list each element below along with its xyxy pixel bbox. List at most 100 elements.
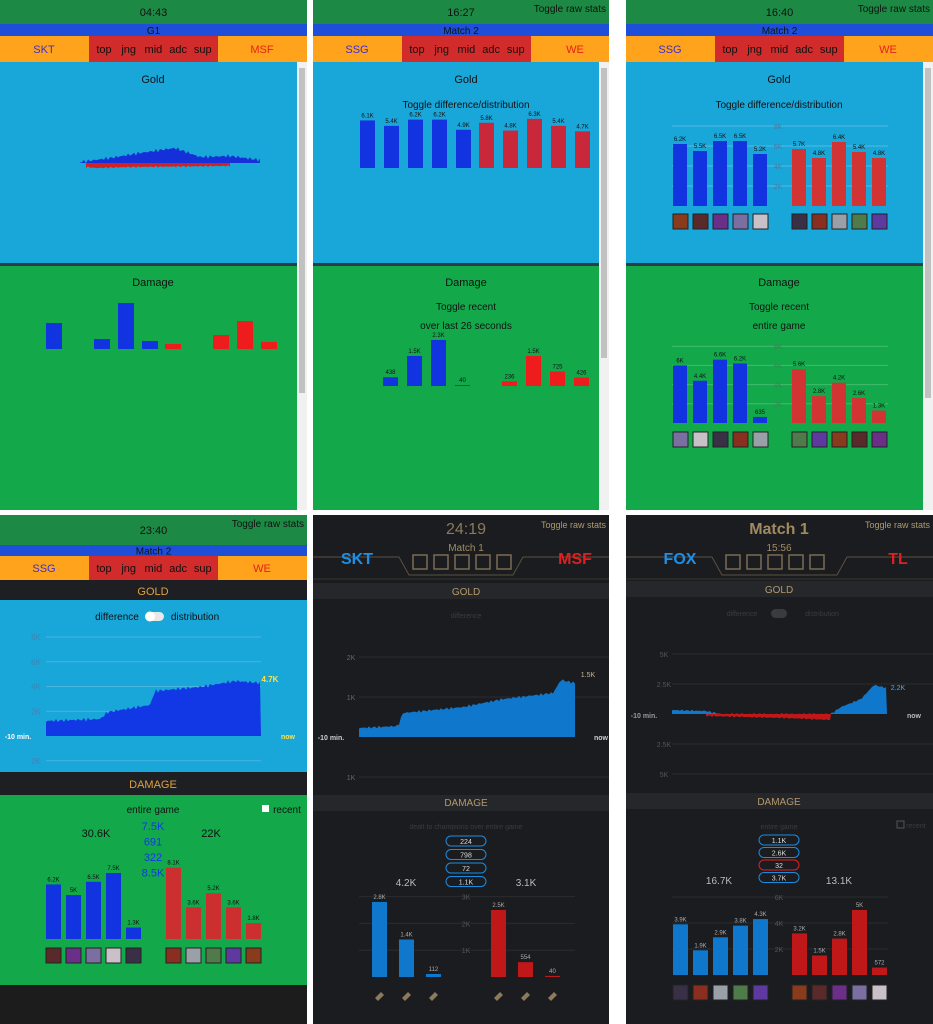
bar xyxy=(213,335,229,349)
toggle[interactable]: Toggle raw stats xyxy=(858,4,930,15)
bar xyxy=(166,867,181,939)
champion-icon xyxy=(185,947,202,964)
time-bar xyxy=(0,515,307,545)
difference-pill xyxy=(758,847,800,858)
recent-checkbox[interactable] xyxy=(896,820,905,829)
period: over last 26 seconds xyxy=(420,321,512,332)
value-labels: 5.2K xyxy=(754,147,766,153)
value-labels: 3.8K xyxy=(734,919,746,925)
page-bottom xyxy=(0,985,307,1024)
match: G1 xyxy=(147,26,161,37)
roles: sup xyxy=(194,44,212,56)
scrollbar-thumb xyxy=(299,68,305,393)
value-labels: 1.5K xyxy=(813,949,825,955)
left-label: difference xyxy=(451,613,482,620)
value-labels: 5.4K xyxy=(385,119,397,125)
value-labels: 5.5K xyxy=(694,144,706,150)
toggle[interactable]: Toggle recent xyxy=(436,302,496,313)
role-icon xyxy=(454,554,470,570)
champion-icon xyxy=(831,431,848,448)
toggle[interactable]: Toggle recent xyxy=(749,302,809,313)
right-total: 13.1K xyxy=(826,876,852,887)
role-icon xyxy=(746,554,762,570)
diffs: 7.5K xyxy=(142,821,165,833)
period: entire game xyxy=(127,805,180,816)
value-labels: 6.2K xyxy=(674,137,686,143)
label: 8K xyxy=(31,633,41,642)
recent[interactable]: recent xyxy=(906,823,926,830)
toggle[interactable]: Toggle difference/distribution xyxy=(402,100,529,111)
bar xyxy=(852,910,867,975)
bar xyxy=(426,973,441,977)
left-team: FOX xyxy=(664,551,697,568)
value-labels: 4.3K xyxy=(754,912,766,918)
recent[interactable]: recent xyxy=(273,805,301,816)
champion-icon xyxy=(672,984,689,1001)
champion-icon xyxy=(851,984,868,1001)
section-band xyxy=(0,580,307,600)
champion-icon xyxy=(791,984,808,1001)
roles: top xyxy=(409,44,424,56)
value-labels: 1.9K xyxy=(694,943,706,949)
label: 6K xyxy=(774,144,783,151)
value-labels: 4.2K xyxy=(833,376,845,382)
roles: top xyxy=(96,44,111,56)
bar xyxy=(186,907,201,939)
section-divider xyxy=(626,263,923,266)
value-labels: 4.8K xyxy=(873,151,885,157)
label: 1K xyxy=(462,948,471,955)
bar xyxy=(261,342,277,349)
time-bar xyxy=(0,0,307,24)
value-labels: 40 xyxy=(459,378,466,384)
bar xyxy=(86,881,101,939)
right-team: MSF xyxy=(250,44,274,56)
champion-icon xyxy=(791,431,808,448)
diffs: 8.5K xyxy=(142,868,165,880)
match-bar xyxy=(0,24,307,36)
toggle[interactable]: Toggle raw stats xyxy=(534,4,606,15)
title: Gold xyxy=(454,74,477,86)
bar xyxy=(46,323,62,349)
toggle[interactable]: Toggle raw stats xyxy=(541,520,607,530)
difference-pill xyxy=(445,862,487,874)
toggle[interactable]: Toggle raw stats xyxy=(232,519,304,530)
toggle[interactable]: Toggle difference/distribution xyxy=(715,100,842,111)
value-labels: 3.2K xyxy=(793,926,805,932)
bar xyxy=(526,356,541,386)
time: 15:56 xyxy=(766,543,791,554)
bar xyxy=(733,363,747,423)
label: 2K xyxy=(31,707,41,716)
bar xyxy=(491,910,506,977)
bar xyxy=(431,340,446,386)
damage-type-icon xyxy=(429,992,438,1001)
label: 1K xyxy=(347,775,356,782)
left-team: SSG xyxy=(345,44,368,56)
toggle[interactable]: Toggle raw stats xyxy=(865,520,931,530)
left-total: 16.7K xyxy=(706,876,732,887)
value-labels: 6.2K xyxy=(409,113,421,119)
value-labels: 3.9K xyxy=(674,917,686,923)
value-labels: 3.6K xyxy=(187,900,199,906)
current: 2.2K xyxy=(891,685,906,692)
left-label: difference xyxy=(727,611,758,618)
toggle-switch[interactable] xyxy=(771,609,787,618)
role-icon xyxy=(767,554,783,570)
recent-checkbox[interactable] xyxy=(262,805,269,812)
bar xyxy=(713,141,727,206)
diffs: 798 xyxy=(460,853,472,860)
champion-icon xyxy=(871,984,888,1001)
title: Gold xyxy=(767,74,790,86)
difference-pill xyxy=(445,849,487,860)
value-labels: 635 xyxy=(755,410,766,416)
value-labels: 5.7K xyxy=(793,142,805,148)
bar xyxy=(812,955,827,975)
bar xyxy=(165,344,181,349)
diffs: 691 xyxy=(144,837,162,849)
bar xyxy=(502,381,517,386)
role-icon xyxy=(788,554,804,570)
value-labels: 3.6K xyxy=(227,900,239,906)
value-labels: 2.5K xyxy=(492,903,504,909)
overlay-panel: Match 1 Toggle raw stats 15:56 FOX TL GOLD dif… xyxy=(626,515,933,1024)
diffs: 1.1K xyxy=(459,880,474,887)
